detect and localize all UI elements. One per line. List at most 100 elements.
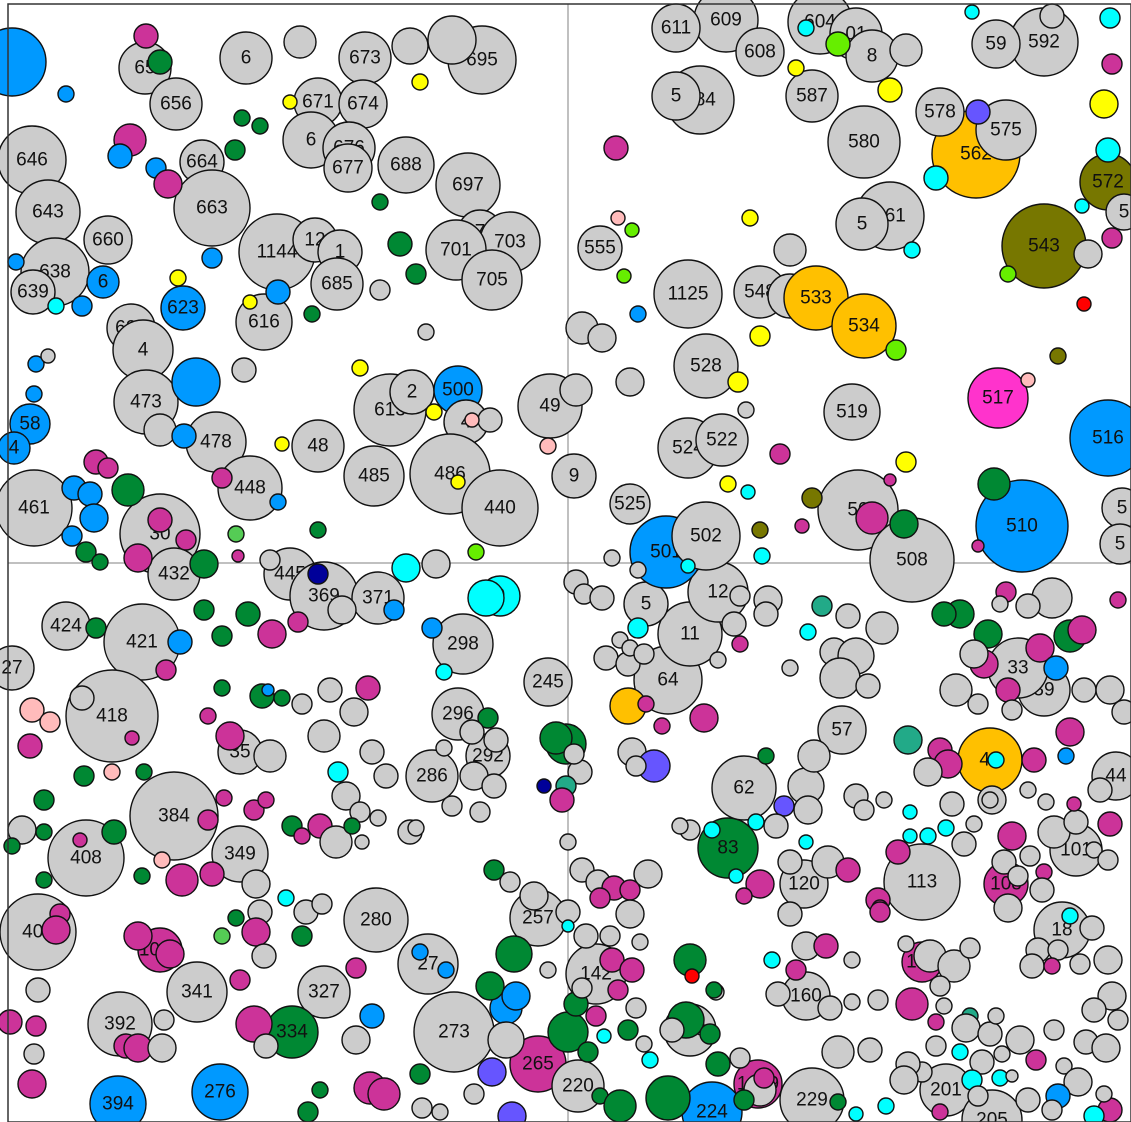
bubble-circle	[297, 1101, 319, 1122]
bubble-circle	[617, 1019, 639, 1041]
bubble-circle	[951, 831, 977, 857]
bubble-circle	[893, 725, 923, 755]
bubble-circle	[1095, 137, 1121, 163]
bubble-circle	[995, 677, 1021, 703]
bubble-circle	[251, 943, 277, 969]
bubble-27: 27	[0, 645, 35, 691]
bubble-circle	[405, 749, 459, 803]
bubble-circle	[1109, 591, 1127, 609]
bubble	[951, 1013, 981, 1043]
bubble	[153, 169, 183, 199]
bubble-circle	[747, 813, 765, 831]
bubble-circle	[377, 136, 435, 194]
bubble-label: 160	[790, 986, 822, 1007]
bubble-circle	[987, 1007, 1005, 1025]
bubble	[1095, 137, 1121, 163]
bubble	[387, 231, 413, 257]
bubble-label: 701	[440, 240, 472, 261]
bubble-label: 519	[836, 402, 868, 423]
bubble-circle	[461, 249, 523, 311]
bubble	[199, 861, 225, 887]
bubble	[684, 968, 700, 984]
bubble	[257, 791, 275, 809]
bubble-circle	[695, 413, 749, 467]
bubble	[1005, 1069, 1019, 1083]
bubble-circle	[835, 857, 861, 883]
bubble	[798, 834, 814, 850]
bubble	[369, 279, 391, 301]
bubble-label: 671	[302, 92, 334, 113]
bubble	[843, 993, 861, 1011]
bubble	[107, 143, 133, 169]
bubble-circle	[781, 659, 799, 677]
bubble	[559, 373, 593, 407]
bubble-circle	[1015, 1087, 1041, 1113]
bubble-circle	[291, 419, 345, 473]
bubble	[411, 943, 429, 961]
bubble	[895, 451, 917, 473]
bubble-circle	[215, 721, 245, 751]
bubble	[699, 1023, 721, 1045]
bubble-circle	[427, 15, 477, 65]
bubble-334: 334	[265, 1005, 319, 1059]
bubble	[135, 763, 153, 781]
bubble	[753, 601, 779, 627]
bubble-circle	[1039, 3, 1065, 29]
bubble-label: 286	[416, 766, 448, 787]
bubble-697: 697	[435, 152, 501, 218]
bubble-circle	[993, 1045, 1011, 1063]
bubble	[1063, 809, 1089, 835]
bubble-label: 485	[358, 466, 390, 487]
bubble	[477, 407, 503, 433]
bubble	[1021, 747, 1047, 773]
bubble	[599, 947, 625, 973]
bubble	[1061, 907, 1079, 925]
bubble	[233, 109, 251, 127]
bubble-circle	[487, 1021, 525, 1059]
bubble-circle	[671, 501, 741, 571]
bubble	[893, 725, 923, 755]
bubble-circle	[536, 778, 552, 794]
bubble-448: 448	[217, 455, 283, 521]
bubble	[835, 603, 861, 629]
bubble-circle	[1019, 845, 1041, 867]
bubble	[467, 579, 505, 617]
bubble	[689, 703, 719, 733]
bubble	[101, 819, 127, 845]
bubble-circle	[123, 543, 153, 573]
bubble	[17, 1069, 47, 1099]
bubble	[171, 423, 197, 449]
bubble-label: 517	[982, 388, 1014, 409]
bubble	[1083, 1105, 1105, 1122]
bubble-circle	[25, 385, 43, 403]
bubble	[235, 601, 261, 627]
bubble-circle	[711, 755, 777, 821]
bubble-circle	[969, 1049, 995, 1075]
bubble-circle	[89, 1075, 147, 1122]
bubble-circle	[793, 795, 823, 825]
bubble	[153, 851, 171, 869]
bubble	[1043, 957, 1061, 975]
bubble	[919, 827, 937, 845]
bubble-circle	[411, 1097, 433, 1119]
bubble-circle	[369, 279, 391, 301]
bubble-circle	[1049, 347, 1067, 365]
bubble	[1005, 1025, 1035, 1055]
bubble-circle	[877, 77, 903, 103]
bubble	[459, 719, 485, 745]
bubble-circle	[7, 253, 25, 271]
bubble-265: 265	[509, 1035, 567, 1093]
bubble-circle	[383, 599, 405, 621]
bubble	[421, 617, 443, 639]
bubble	[993, 893, 1023, 923]
bubble-circle	[1005, 1069, 1019, 1083]
bubble	[561, 919, 575, 933]
bubble	[939, 791, 965, 817]
bubble-circle	[929, 975, 951, 997]
bubble	[259, 549, 281, 571]
bubble	[293, 827, 311, 845]
bubble	[935, 997, 953, 1015]
bubble-8: 8	[845, 29, 899, 83]
bubble	[1097, 981, 1127, 1011]
